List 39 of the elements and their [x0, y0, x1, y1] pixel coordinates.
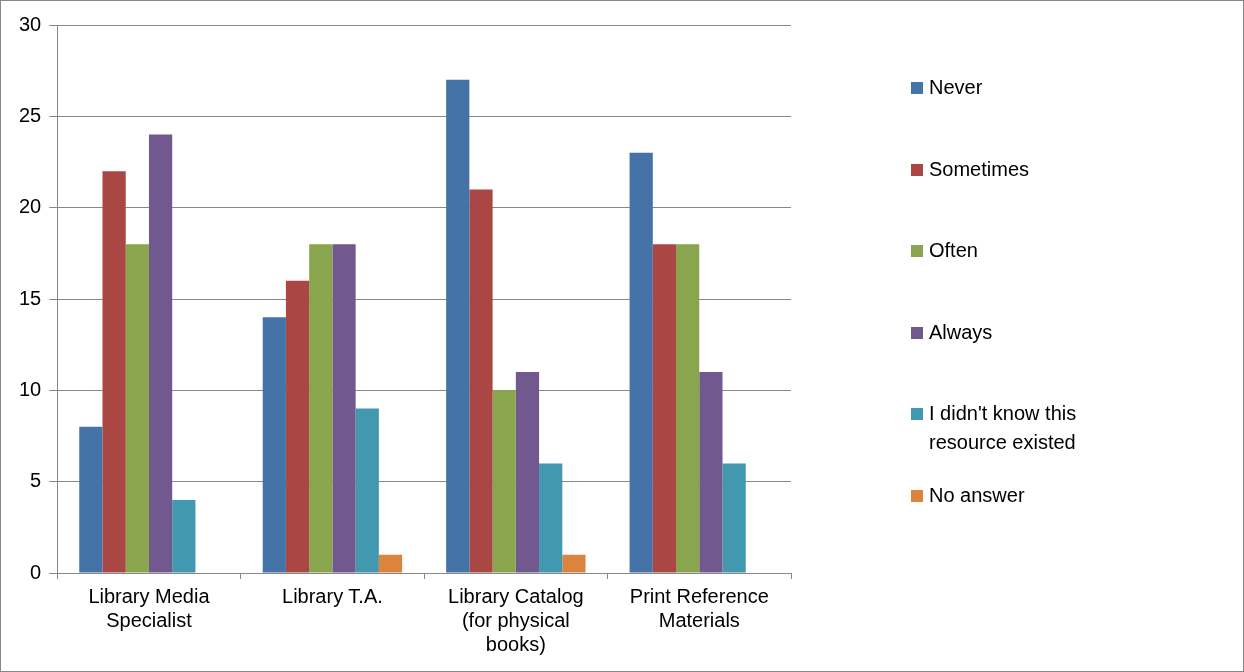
bar [539, 463, 563, 573]
legend-label: Never [929, 75, 983, 100]
y-tick-label: 5 [30, 469, 42, 492]
x-tick-label: Library T.A. [282, 584, 383, 607]
bar [148, 134, 173, 573]
legend-label: Often [929, 238, 978, 263]
bar [125, 244, 149, 573]
bar [492, 390, 516, 573]
bar [285, 280, 310, 573]
bar [262, 317, 286, 573]
y-tick-label: 20 [19, 195, 42, 218]
legend-label: No answer [929, 482, 1025, 508]
bar [469, 189, 493, 573]
legend-label: Sometimes [929, 156, 1030, 182]
bar [676, 244, 700, 573]
y-tick-label: 10 [19, 377, 42, 400]
bar [629, 152, 653, 573]
bar [309, 244, 333, 573]
bar [79, 426, 103, 573]
bar [699, 372, 723, 573]
y-tick-label: 15 [19, 286, 42, 309]
bar [515, 372, 540, 573]
bar [652, 244, 677, 573]
legend-label: Always [929, 319, 993, 345]
bar [102, 171, 126, 573]
legend-label: I didn't know this resource existed [929, 401, 1078, 455]
bar [722, 463, 746, 573]
x-tick-label: Print Reference Materials [629, 584, 769, 631]
bar [562, 554, 586, 573]
bar [378, 554, 403, 573]
bar [446, 79, 470, 573]
bar [172, 499, 196, 573]
y-tick-label: 0 [30, 560, 42, 583]
bar [355, 408, 379, 573]
bar [332, 244, 356, 573]
y-tick-label: 25 [19, 103, 42, 126]
x-tick-label: Library Media Specialist [88, 584, 211, 631]
x-tick-label: Library Catalog (for physical books) [448, 584, 584, 655]
y-tick-label: 30 [19, 12, 42, 35]
